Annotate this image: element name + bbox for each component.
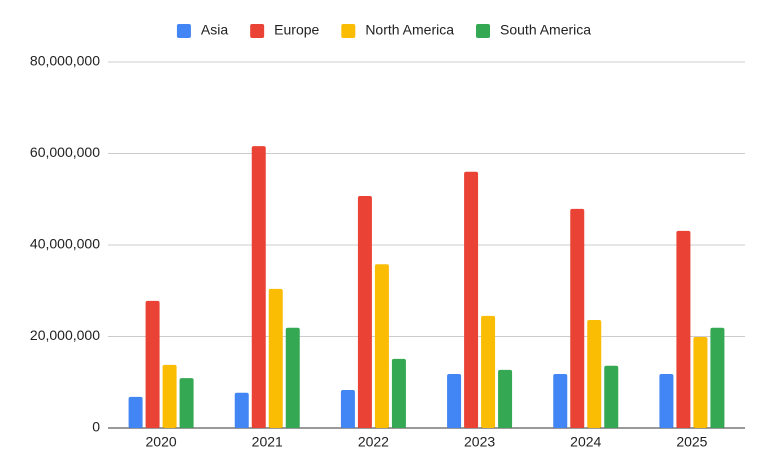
bar bbox=[659, 374, 674, 428]
bar bbox=[676, 230, 691, 428]
bar bbox=[128, 396, 143, 428]
legend-label: Europe bbox=[274, 22, 319, 38]
y-tick-label: 0 bbox=[92, 419, 100, 435]
bar bbox=[498, 369, 513, 428]
bar bbox=[145, 300, 160, 428]
bar bbox=[391, 358, 406, 428]
bar bbox=[374, 264, 389, 428]
x-tick-label: 2025 bbox=[676, 434, 707, 450]
legend-label: Asia bbox=[201, 22, 228, 38]
legend-marker bbox=[176, 24, 191, 38]
legend-marker bbox=[341, 24, 356, 38]
bar bbox=[570, 208, 585, 428]
legend-marker bbox=[476, 24, 491, 38]
bar bbox=[481, 315, 496, 428]
bar bbox=[604, 365, 619, 428]
bar bbox=[710, 327, 725, 428]
y-tick-label: 20,000,000 bbox=[30, 327, 100, 343]
bar bbox=[162, 364, 177, 428]
y-tick-label: 40,000,000 bbox=[30, 236, 100, 252]
bar bbox=[340, 390, 355, 428]
legend-label: South America bbox=[500, 22, 591, 38]
bar bbox=[285, 327, 300, 428]
legend-marker bbox=[250, 24, 265, 38]
bar bbox=[357, 196, 372, 428]
bar bbox=[268, 288, 283, 428]
bar bbox=[447, 374, 462, 428]
x-tick-label: 2024 bbox=[570, 434, 601, 450]
y-tick-label: 80,000,000 bbox=[30, 53, 100, 69]
bar bbox=[553, 374, 568, 428]
bar bbox=[587, 320, 602, 428]
x-tick-label: 2020 bbox=[146, 434, 177, 450]
bar bbox=[693, 336, 708, 428]
y-tick-label: 60,000,000 bbox=[30, 144, 100, 160]
x-tick-label: 2022 bbox=[358, 434, 389, 450]
bar bbox=[251, 146, 266, 428]
bar bbox=[179, 378, 194, 428]
bar bbox=[464, 171, 479, 429]
bar bbox=[234, 392, 249, 428]
x-tick-label: 2023 bbox=[464, 434, 495, 450]
x-tick-label: 2021 bbox=[252, 434, 283, 450]
legend-label: North America bbox=[365, 22, 454, 38]
